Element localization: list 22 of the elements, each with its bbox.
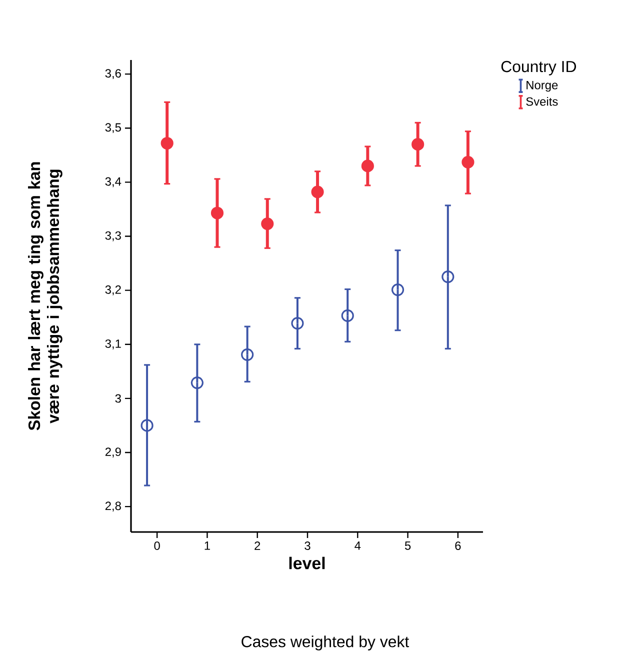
x-tick-label: 3 [304,542,310,550]
x-axis-title: level [289,556,325,570]
y-tick-label: 3,3 [105,231,121,242]
y-tick-label: 3 [115,394,121,403]
x-tick-label: 2 [254,542,260,550]
y-axis-title: Skolen har lært meg ting som kan være nyttige i jobbsammenhang [28,162,62,430]
y-tick-label: 2,8 [105,502,121,512]
legend-title: Country ID [501,60,576,76]
y-tick-label: 3,5 [105,123,121,134]
legend-label: Sveits [526,97,558,106]
x-tick-label: 6 [455,542,461,550]
x-tick-label: 1 [204,542,210,550]
y-tick-label: 2,9 [105,448,121,458]
x-tick-label: 5 [404,542,411,550]
y-tick-label: 3,6 [105,69,121,79]
y-tick-label: 3,4 [105,177,122,188]
y-tick-label: 3,1 [105,339,121,350]
x-tick-label: 4 [354,542,361,550]
text: Cases weighted by vekt [242,636,410,650]
y-tick-label: 3,2 [105,285,121,296]
x-tick-label: 0 [154,542,160,550]
legend-label: Norge [526,80,558,92]
